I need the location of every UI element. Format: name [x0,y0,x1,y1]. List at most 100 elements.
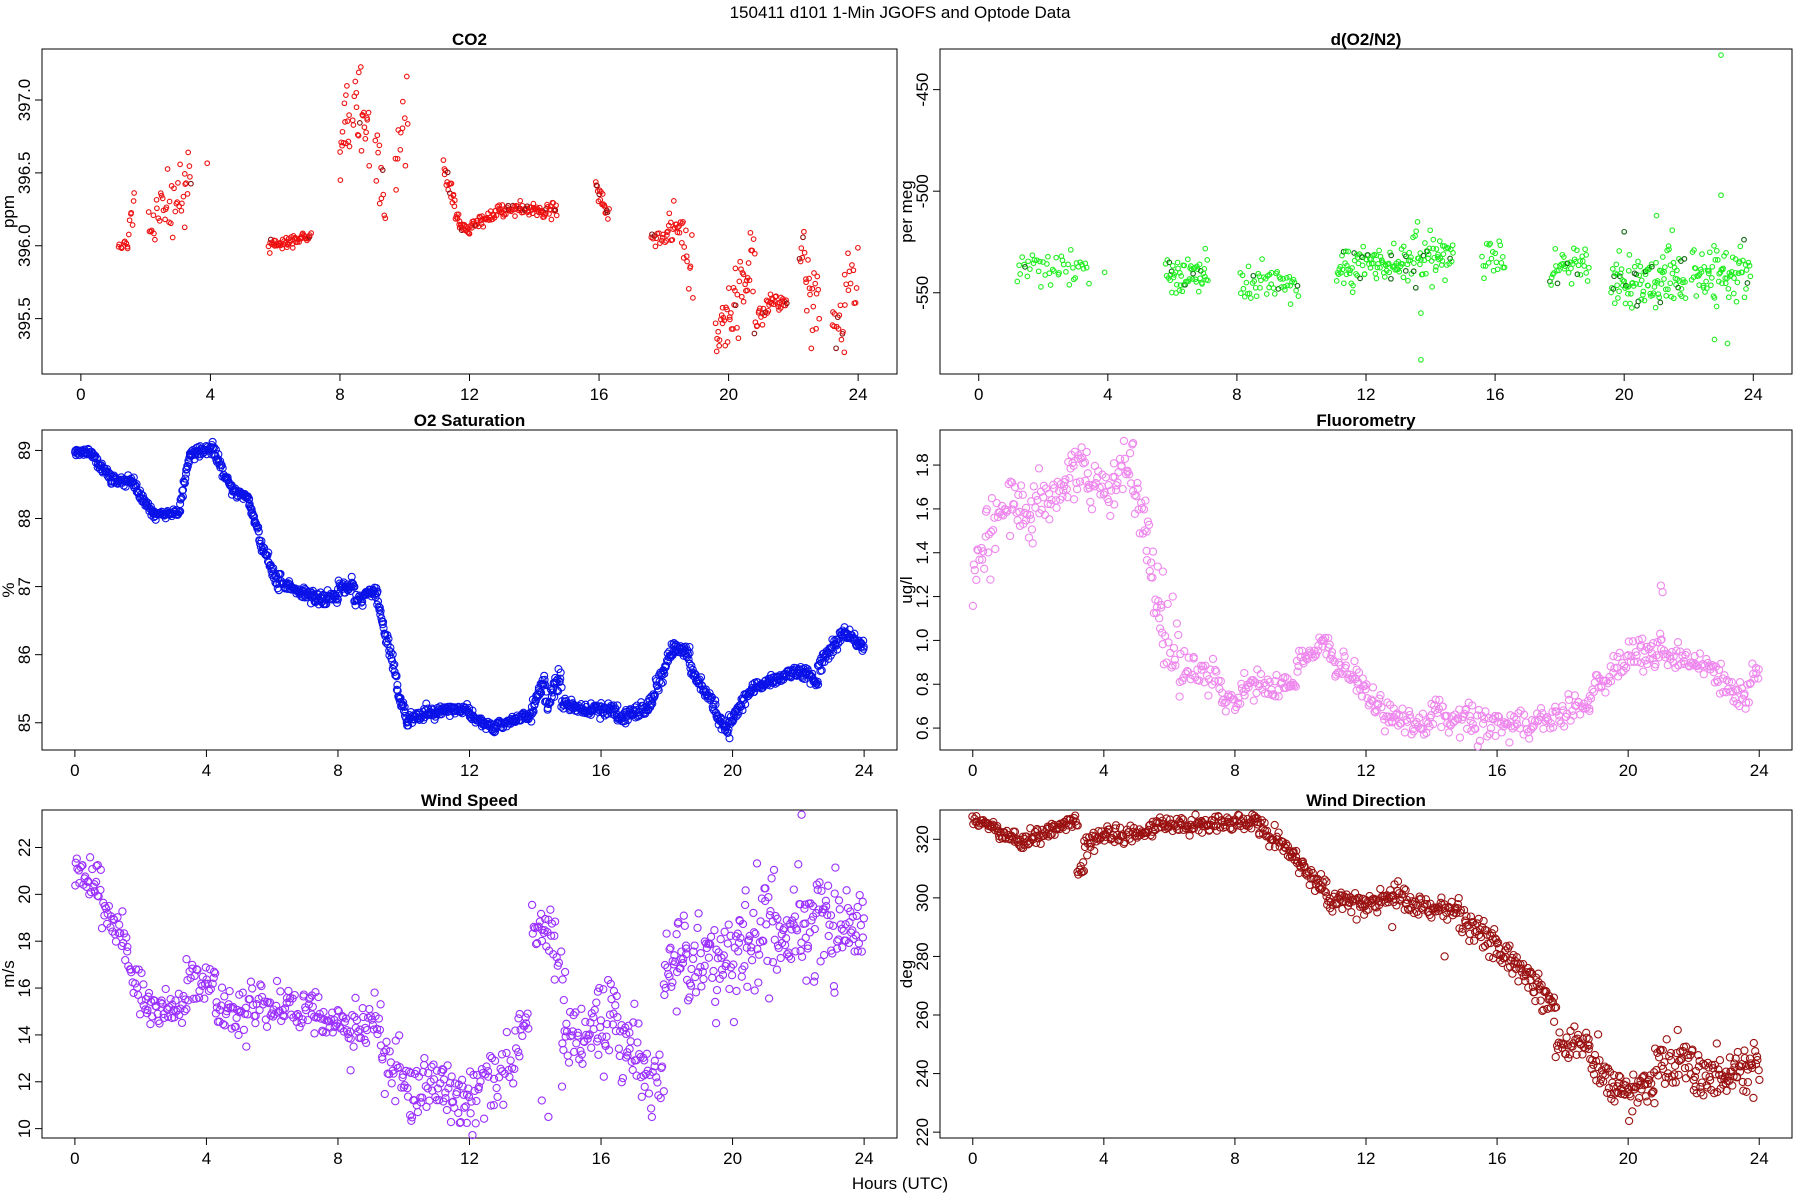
data-point [720,314,727,321]
data-point [358,601,367,610]
data-point [343,1029,353,1039]
data-point [1253,293,1260,300]
data-point [1263,675,1272,684]
data-point [166,994,175,1004]
y-axis-label: deg [897,960,916,988]
data-point [644,1089,654,1098]
data-point [559,995,568,1005]
data-point [1616,1073,1625,1082]
data-point [1386,269,1393,276]
data-point [1525,734,1534,743]
data-point [182,955,191,964]
data-point [510,1064,519,1074]
data-point [1322,877,1331,886]
data-point [734,947,743,956]
x-tick-label: 16 [592,761,611,780]
data-point [1426,245,1433,252]
data-point [1436,898,1445,908]
data-point [1106,511,1115,521]
y-tick-label: 0.8 [913,672,932,696]
data-point [781,672,790,681]
data-point [1379,711,1388,721]
data-point [1746,262,1753,269]
data-point [765,307,772,314]
data-point [706,940,715,949]
data-point [1034,464,1044,473]
x-tick-label: 16 [592,1149,611,1168]
data-point [1390,240,1397,247]
data-point [823,881,833,890]
data-point [1130,491,1139,500]
data-point [550,975,559,984]
data-point [791,947,800,956]
data-point [1681,256,1688,262]
data-point [1171,661,1180,670]
data-point [667,219,674,226]
data-point [1361,685,1370,694]
data-point [550,917,560,926]
data-point [734,324,740,331]
data-point [277,242,284,249]
data-point [464,1092,474,1102]
data-point [1635,1081,1644,1090]
data-point [1506,711,1515,720]
y-tick-label: 1.8 [913,453,932,477]
data-point [729,960,738,969]
data-point [188,964,197,973]
data-point [1247,295,1254,301]
data-point [1361,271,1368,277]
data-point [1274,692,1283,701]
data-point [1667,647,1676,657]
data-point [1642,642,1651,652]
data-point [776,953,785,963]
data-point [710,926,719,935]
data-point [1282,287,1288,293]
data-point [988,525,998,535]
data-point [176,499,185,509]
data-point [1564,690,1573,699]
data-point [665,945,674,954]
data-point [1294,282,1301,289]
data-point [628,1065,637,1075]
data-point [721,317,728,324]
data-point [1722,676,1731,685]
data-point [387,1079,396,1088]
data-point [1659,254,1666,260]
data-point [1293,667,1302,676]
data-point [1645,282,1651,289]
data-point [1548,723,1558,732]
data-point [529,210,536,217]
data-point [768,958,778,967]
y-tick-label: 240 [913,1059,932,1087]
data-point [1270,820,1279,830]
x-tick-label: 0 [968,761,977,780]
data-point [1255,680,1264,689]
data-point [392,672,401,681]
data-point [859,642,868,651]
data-point [1714,665,1724,675]
data-point [1343,248,1349,255]
o2-saturation-points [71,437,868,743]
y-tick-label: 1.0 [913,629,932,653]
data-point [625,1028,634,1037]
data-point [779,924,789,933]
data-point [1086,280,1092,287]
data-point [697,673,706,682]
data-point [1653,259,1659,266]
data-point [772,965,782,974]
data-point [502,1027,511,1037]
data-point [597,1032,607,1041]
data-point [423,1084,432,1093]
data-point [841,920,850,929]
data-point [736,933,745,943]
data-point [472,223,479,229]
data-point [1249,676,1258,685]
data-point [801,249,808,256]
data-point [1698,269,1705,275]
data-point [420,1053,429,1063]
data-point [678,239,685,246]
data-point [1405,277,1411,284]
data-point [1647,1089,1656,1098]
data-point [212,1003,222,1012]
data-point [1613,261,1620,268]
